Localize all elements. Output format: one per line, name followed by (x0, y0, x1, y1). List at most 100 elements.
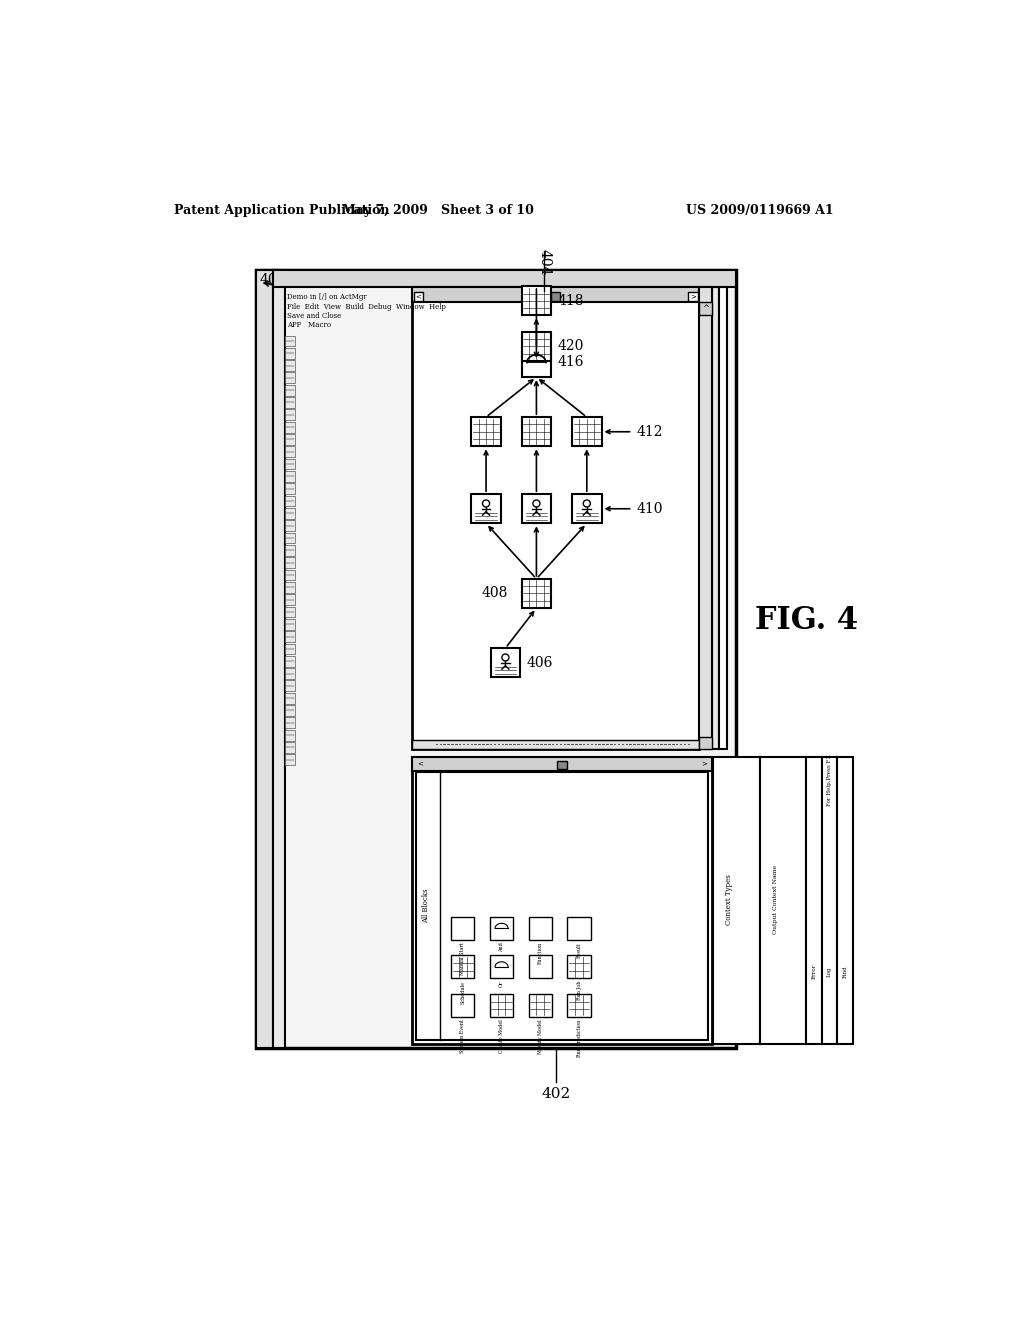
Bar (285, 705, 295, 715)
Bar (256, 271, 273, 1048)
Bar (699, 302, 712, 314)
Bar (557, 762, 566, 770)
Bar (567, 917, 591, 940)
Bar (688, 292, 697, 301)
Bar (285, 668, 295, 678)
Bar (285, 483, 295, 494)
Bar (489, 956, 513, 978)
Bar (572, 417, 601, 446)
Text: For Help,Press F1.: For Help,Press F1. (826, 754, 831, 807)
Text: 420: 420 (557, 339, 584, 354)
Text: 410: 410 (636, 502, 663, 516)
Bar (521, 348, 551, 378)
Text: Save and Close: Save and Close (287, 313, 341, 321)
Bar (567, 956, 591, 978)
Text: All Blocks: All Blocks (422, 888, 430, 923)
Bar (528, 917, 552, 940)
Text: Run Prediction: Run Prediction (577, 1019, 582, 1056)
Bar (567, 994, 591, 1016)
Bar (528, 994, 552, 1016)
Text: Create Model: Create Model (499, 1019, 504, 1053)
Text: US 2009/0119669 A1: US 2009/0119669 A1 (686, 205, 834, 218)
Bar (699, 286, 712, 748)
Bar (712, 286, 719, 748)
Text: 406: 406 (526, 656, 553, 669)
Bar (285, 582, 295, 593)
Bar (285, 434, 295, 445)
Bar (273, 271, 736, 286)
Bar (821, 756, 838, 1044)
Text: Manual Start: Manual Start (461, 942, 465, 975)
Text: 416: 416 (557, 355, 584, 370)
Text: ^: ^ (701, 304, 709, 313)
Bar (285, 619, 295, 630)
Text: APF   Macro: APF Macro (287, 322, 331, 330)
Bar (713, 756, 760, 1044)
Text: >: > (701, 760, 707, 767)
Bar (273, 271, 285, 1048)
Bar (285, 397, 295, 408)
Text: 400: 400 (260, 273, 286, 286)
Bar (413, 756, 712, 1044)
Bar (285, 718, 295, 729)
Bar (285, 360, 295, 371)
Bar (285, 385, 295, 396)
Bar (285, 570, 295, 581)
Bar (699, 737, 712, 748)
Text: 412: 412 (636, 425, 663, 438)
Text: Modify Model: Modify Model (538, 1019, 543, 1053)
Text: Output Context Name: Output Context Name (773, 866, 777, 935)
Bar (285, 755, 295, 766)
Text: <: < (416, 293, 422, 300)
Bar (285, 607, 295, 618)
Text: File  Edit  View  Build  Debug  Window  Help: File Edit View Build Debug Window Help (287, 304, 445, 312)
Bar (414, 292, 423, 301)
Bar (471, 417, 501, 446)
Text: And: And (499, 942, 504, 952)
Bar (572, 494, 601, 524)
Text: <: < (417, 760, 423, 767)
Bar (285, 459, 295, 470)
Bar (471, 494, 501, 524)
Bar (489, 994, 513, 1016)
Text: Demo in [/] on ActMgr: Demo in [/] on ActMgr (287, 293, 367, 301)
Text: 404: 404 (538, 249, 551, 276)
Bar (285, 644, 295, 655)
Text: 418: 418 (557, 294, 584, 308)
Bar (285, 545, 295, 556)
Bar (285, 557, 295, 568)
Bar (285, 496, 295, 507)
Bar (719, 286, 727, 748)
Text: Patent Application Publication: Patent Application Publication (174, 205, 390, 218)
Text: Run Job: Run Job (577, 981, 582, 1001)
Bar (521, 579, 551, 609)
Text: Or: Or (499, 981, 504, 987)
Bar (490, 648, 520, 677)
Bar (285, 656, 295, 667)
Text: Function: Function (538, 942, 543, 965)
Bar (285, 508, 295, 519)
Text: Log: Log (826, 966, 831, 977)
Text: FIG. 4: FIG. 4 (755, 605, 858, 636)
Bar (417, 772, 708, 1040)
Bar (521, 417, 551, 446)
Bar (551, 292, 560, 301)
Bar (285, 471, 295, 482)
Text: >: > (690, 293, 696, 300)
Bar (806, 756, 821, 1044)
Bar (489, 917, 513, 940)
Bar (521, 494, 551, 524)
Bar (256, 271, 736, 1048)
Bar (285, 446, 295, 457)
Text: May 7, 2009   Sheet 3 of 10: May 7, 2009 Sheet 3 of 10 (342, 205, 534, 218)
Text: 408: 408 (481, 586, 508, 601)
Text: Context Types: Context Types (725, 875, 732, 925)
Bar (285, 372, 295, 383)
Bar (285, 422, 295, 433)
Bar (285, 594, 295, 605)
Bar (521, 331, 551, 360)
Bar (285, 681, 295, 692)
Bar (285, 335, 295, 346)
Bar (285, 348, 295, 359)
Bar (285, 730, 295, 741)
